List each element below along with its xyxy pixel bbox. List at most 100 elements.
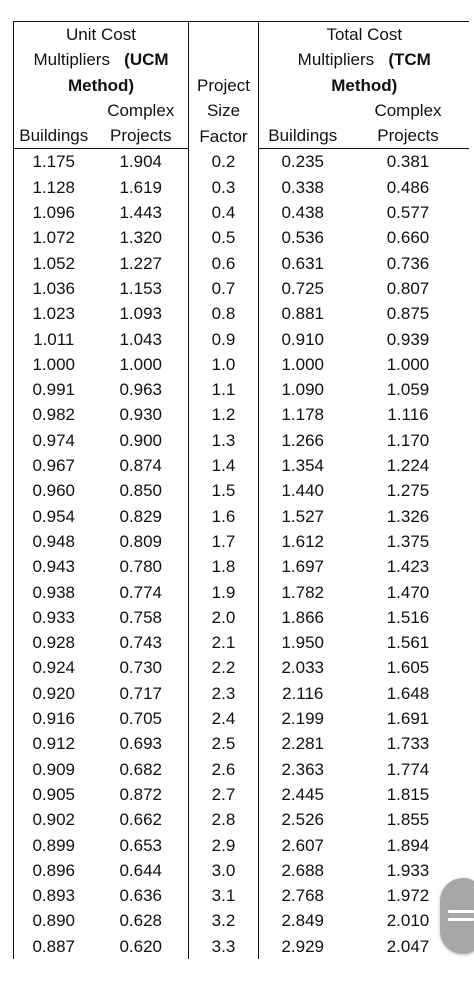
- ucm-buildings-cell: 0.896: [13, 857, 94, 884]
- tcm-buildings-cell: 2.929: [281, 936, 325, 956]
- ucm-complex-cell: 0.930: [119, 405, 163, 425]
- tcm-complex-cell: 1.375: [386, 531, 430, 551]
- tcm-buildings-cell: 0.235: [281, 152, 325, 172]
- table-row: 1.023 1.093 0.8 0.881 0.875: [13, 301, 470, 327]
- project-size-factor-cell: 2.6: [188, 756, 259, 782]
- ucm-complex-cell: 0.809: [119, 531, 163, 551]
- ucm-complex-cell: 0.620: [119, 936, 163, 956]
- tcm-buildings-cell: 1.090: [281, 380, 325, 400]
- project-size-factor-header: Project Size Factor: [188, 21, 259, 149]
- tcm-complex-cell: 0.486: [386, 177, 430, 197]
- tcm-complex-cell: 1.224: [386, 456, 430, 476]
- tcm-complex-cell: 1.423: [386, 557, 430, 577]
- ucm-complex-header-line2: Projects: [93, 123, 189, 150]
- project-size-factor-cell: 0.8: [188, 301, 259, 327]
- tcm-buildings-header: Buildings: [258, 123, 347, 150]
- tcm-complex-cell: 1.000: [386, 354, 430, 374]
- tcm-complex-cell: 1.275: [386, 481, 430, 501]
- project-size-factor-cell: 3.0: [188, 857, 259, 884]
- ucm-buildings-cell: 1.023: [13, 301, 94, 327]
- table-row: 0.909 0.682 2.6 2.363 1.774: [13, 756, 470, 782]
- tcm-complex-cell: 2.010: [386, 911, 430, 931]
- table-row: 0.916 0.705 2.4 2.199 1.691: [13, 706, 470, 732]
- ucm-complex-cell: 0.758: [119, 607, 163, 627]
- table-row: 0.912 0.693 2.5 2.281 1.733: [13, 731, 470, 757]
- table-row: 1.000 1.000 1.0 1.000 1.000: [13, 351, 470, 378]
- project-size-factor-cell: 1.7: [188, 528, 259, 555]
- ucm-header-line1: Unit Cost: [66, 25, 136, 44]
- tcm-complex-cell: 1.170: [386, 430, 430, 450]
- tcm-complex-cell: 0.577: [386, 203, 430, 223]
- ucm-complex-cell: 0.644: [119, 860, 163, 880]
- ucm-complex-cell: 0.636: [119, 886, 163, 906]
- ucm-complex-cell: 1.093: [119, 304, 163, 324]
- tcm-complex-cell: 1.691: [386, 709, 430, 729]
- tcm-buildings-cell: 1.612: [281, 531, 325, 551]
- tcm-complex-cell: 1.733: [386, 734, 430, 754]
- table-row: 1.175 1.904 0.2 0.235 0.381: [13, 148, 470, 175]
- ucm-buildings-cell: 0.974: [13, 427, 94, 454]
- project-size-factor-cell: 0.5: [188, 225, 259, 251]
- ucm-buildings-cell: 0.991: [13, 377, 94, 403]
- tcm-buildings-cell: 0.910: [281, 329, 325, 349]
- tcm-complex-header-line1: Complex: [374, 100, 442, 120]
- project-size-factor-cell: 2.7: [188, 781, 259, 808]
- ucm-complex-cell: 0.628: [119, 911, 163, 931]
- tcm-complex-cell: 1.774: [386, 759, 430, 779]
- ucm-complex-cell: 0.774: [119, 582, 163, 602]
- table-row: 0.954 0.829 1.6 1.527 1.326: [13, 503, 470, 529]
- project-size-factor-cell: 0.6: [188, 250, 259, 276]
- ucm-buildings-header: Buildings: [13, 123, 94, 150]
- tcm-buildings-cell: 0.338: [281, 177, 325, 197]
- ucm-buildings-cell: 0.887: [13, 933, 94, 959]
- ucm-complex-cell: 0.730: [119, 658, 163, 678]
- table-row: 1.052 1.227 0.6 0.631 0.736: [13, 250, 470, 276]
- table-row: 0.943 0.780 1.8 1.697 1.423: [13, 554, 470, 580]
- tcm-buildings-cell: 1.527: [281, 506, 325, 526]
- project-size-factor-cell: 1.1: [188, 377, 259, 403]
- ucm-complex-cell: 0.850: [119, 481, 163, 501]
- table-row: 0.887 0.620 3.3 2.929 2.047: [13, 933, 470, 959]
- project-size-factor-cell: 1.5: [188, 478, 259, 504]
- table-row: 0.890 0.628 3.2 2.849 2.010: [13, 908, 470, 934]
- ucm-complex-cell: 0.662: [119, 810, 163, 830]
- project-size-factor-cell: 1.6: [188, 503, 259, 529]
- ucm-buildings-cell: 1.096: [13, 200, 94, 226]
- tcm-buildings-cell: 2.849: [281, 911, 325, 931]
- tcm-buildings-cell: 2.116: [282, 683, 324, 703]
- project-size-factor-cell: 2.3: [188, 680, 259, 707]
- project-size-factor-cell: 0.7: [188, 275, 259, 302]
- table-row: 0.902 0.662 2.8 2.526 1.855: [13, 807, 470, 833]
- ucm-complex-cell: 0.743: [119, 633, 163, 653]
- table-row: 1.128 1.619 0.3 0.338 0.486: [13, 174, 470, 201]
- table-row: 0.899 0.653 2.9 2.607 1.894: [13, 832, 470, 858]
- project-size-factor-cell: 3.3: [188, 933, 259, 959]
- scroll-handle[interactable]: [440, 878, 474, 954]
- tcm-group-header: Total Cost Multipliers (TCM Method): [258, 21, 469, 98]
- ucm-buildings-cell: 0.948: [13, 528, 94, 555]
- table-row: 1.011 1.043 0.9 0.910 0.939: [13, 326, 470, 352]
- ucm-complex-header-line1: Complex: [107, 100, 175, 120]
- ucm-complex-cell: 1.320: [119, 228, 163, 248]
- project-size-factor-cell: 1.4: [188, 453, 259, 479]
- ucm-buildings-cell: 0.890: [13, 908, 94, 934]
- ucm-group-header: Unit Cost Multipliers (UCM Method): [13, 21, 189, 98]
- tcm-buildings-cell: 1.354: [281, 456, 325, 476]
- project-size-factor-cell: 0.3: [188, 174, 259, 201]
- tcm-buildings-cell: 0.631: [281, 253, 325, 273]
- tcm-complex-cell: 0.875: [386, 304, 430, 324]
- ucm-header-line3: Method): [67, 75, 135, 95]
- ucm-buildings-cell: 0.916: [13, 706, 94, 732]
- tcm-complex-cell: 0.807: [386, 278, 430, 298]
- project-size-factor-cell: 2.8: [188, 807, 259, 833]
- table-row: 1.072 1.320 0.5 0.536 0.660: [13, 225, 470, 251]
- tcm-buildings-cell: 0.725: [281, 278, 325, 298]
- table-body: 1.175 1.904 0.2 0.235 0.381 1.128 1.619 0.3 0.33…: [13, 148, 470, 959]
- project-size-factor-cell: 2.5: [188, 731, 259, 757]
- ucm-complex-cell: 0.874: [119, 456, 163, 476]
- ucm-buildings-cell: 0.893: [13, 883, 94, 909]
- ucm-buildings-cell: 0.912: [13, 731, 94, 757]
- table-row: 0.896 0.644 3.0 2.688 1.933: [13, 857, 470, 884]
- tcm-complex-cell: 0.660: [386, 228, 430, 248]
- tcm-complex-cell: 1.855: [386, 810, 430, 830]
